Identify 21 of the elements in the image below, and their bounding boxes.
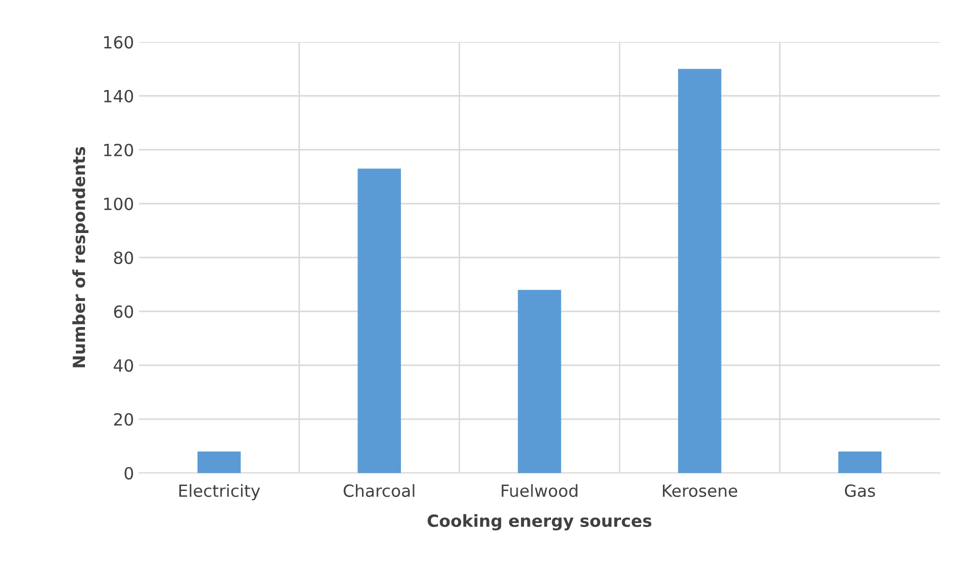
y-tick-label: 100 [104, 198, 134, 210]
bar [678, 68, 722, 473]
y-tick-label: 40 [114, 359, 134, 372]
x-tick-label: Charcoal [344, 484, 414, 498]
x-tick-label: Kerosene [662, 484, 738, 498]
y-tick-label: 140 [104, 90, 134, 102]
x-tick-label: Fuelwood [502, 484, 578, 498]
bar [197, 451, 241, 473]
x-axis-title: Cooking energy sources [428, 514, 652, 530]
bar [358, 168, 401, 473]
y-tick-label: 20 [114, 413, 134, 426]
y-tick-label: 120 [104, 144, 134, 156]
y-tick-label: 160 [104, 36, 134, 49]
bar [518, 290, 562, 473]
x-tick-label: Gas [844, 484, 875, 498]
y-tick-label: 0 [124, 466, 134, 480]
bar [838, 451, 882, 473]
y-axis-title: Number of respondents [72, 146, 88, 368]
y-tick-label: 80 [114, 251, 134, 264]
x-tick-label: Electricity [179, 484, 260, 500]
y-tick-label: 60 [114, 305, 134, 318]
